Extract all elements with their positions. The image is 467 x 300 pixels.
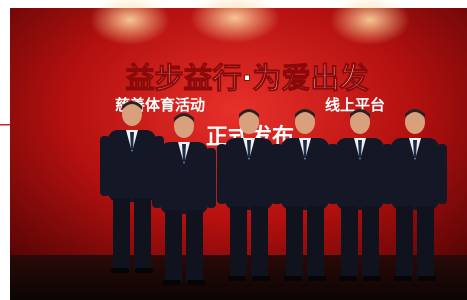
banner-title: 益步益行·为爱出发 bbox=[125, 61, 368, 95]
photo: 益步益行·为爱出发 慈善体育活动 线上平台 正式发布 bbox=[0, 0, 467, 300]
page: 益步益行·为爱出发 慈善体育活动 线上平台 正式发布 (() => { cons… bbox=[0, 0, 467, 300]
